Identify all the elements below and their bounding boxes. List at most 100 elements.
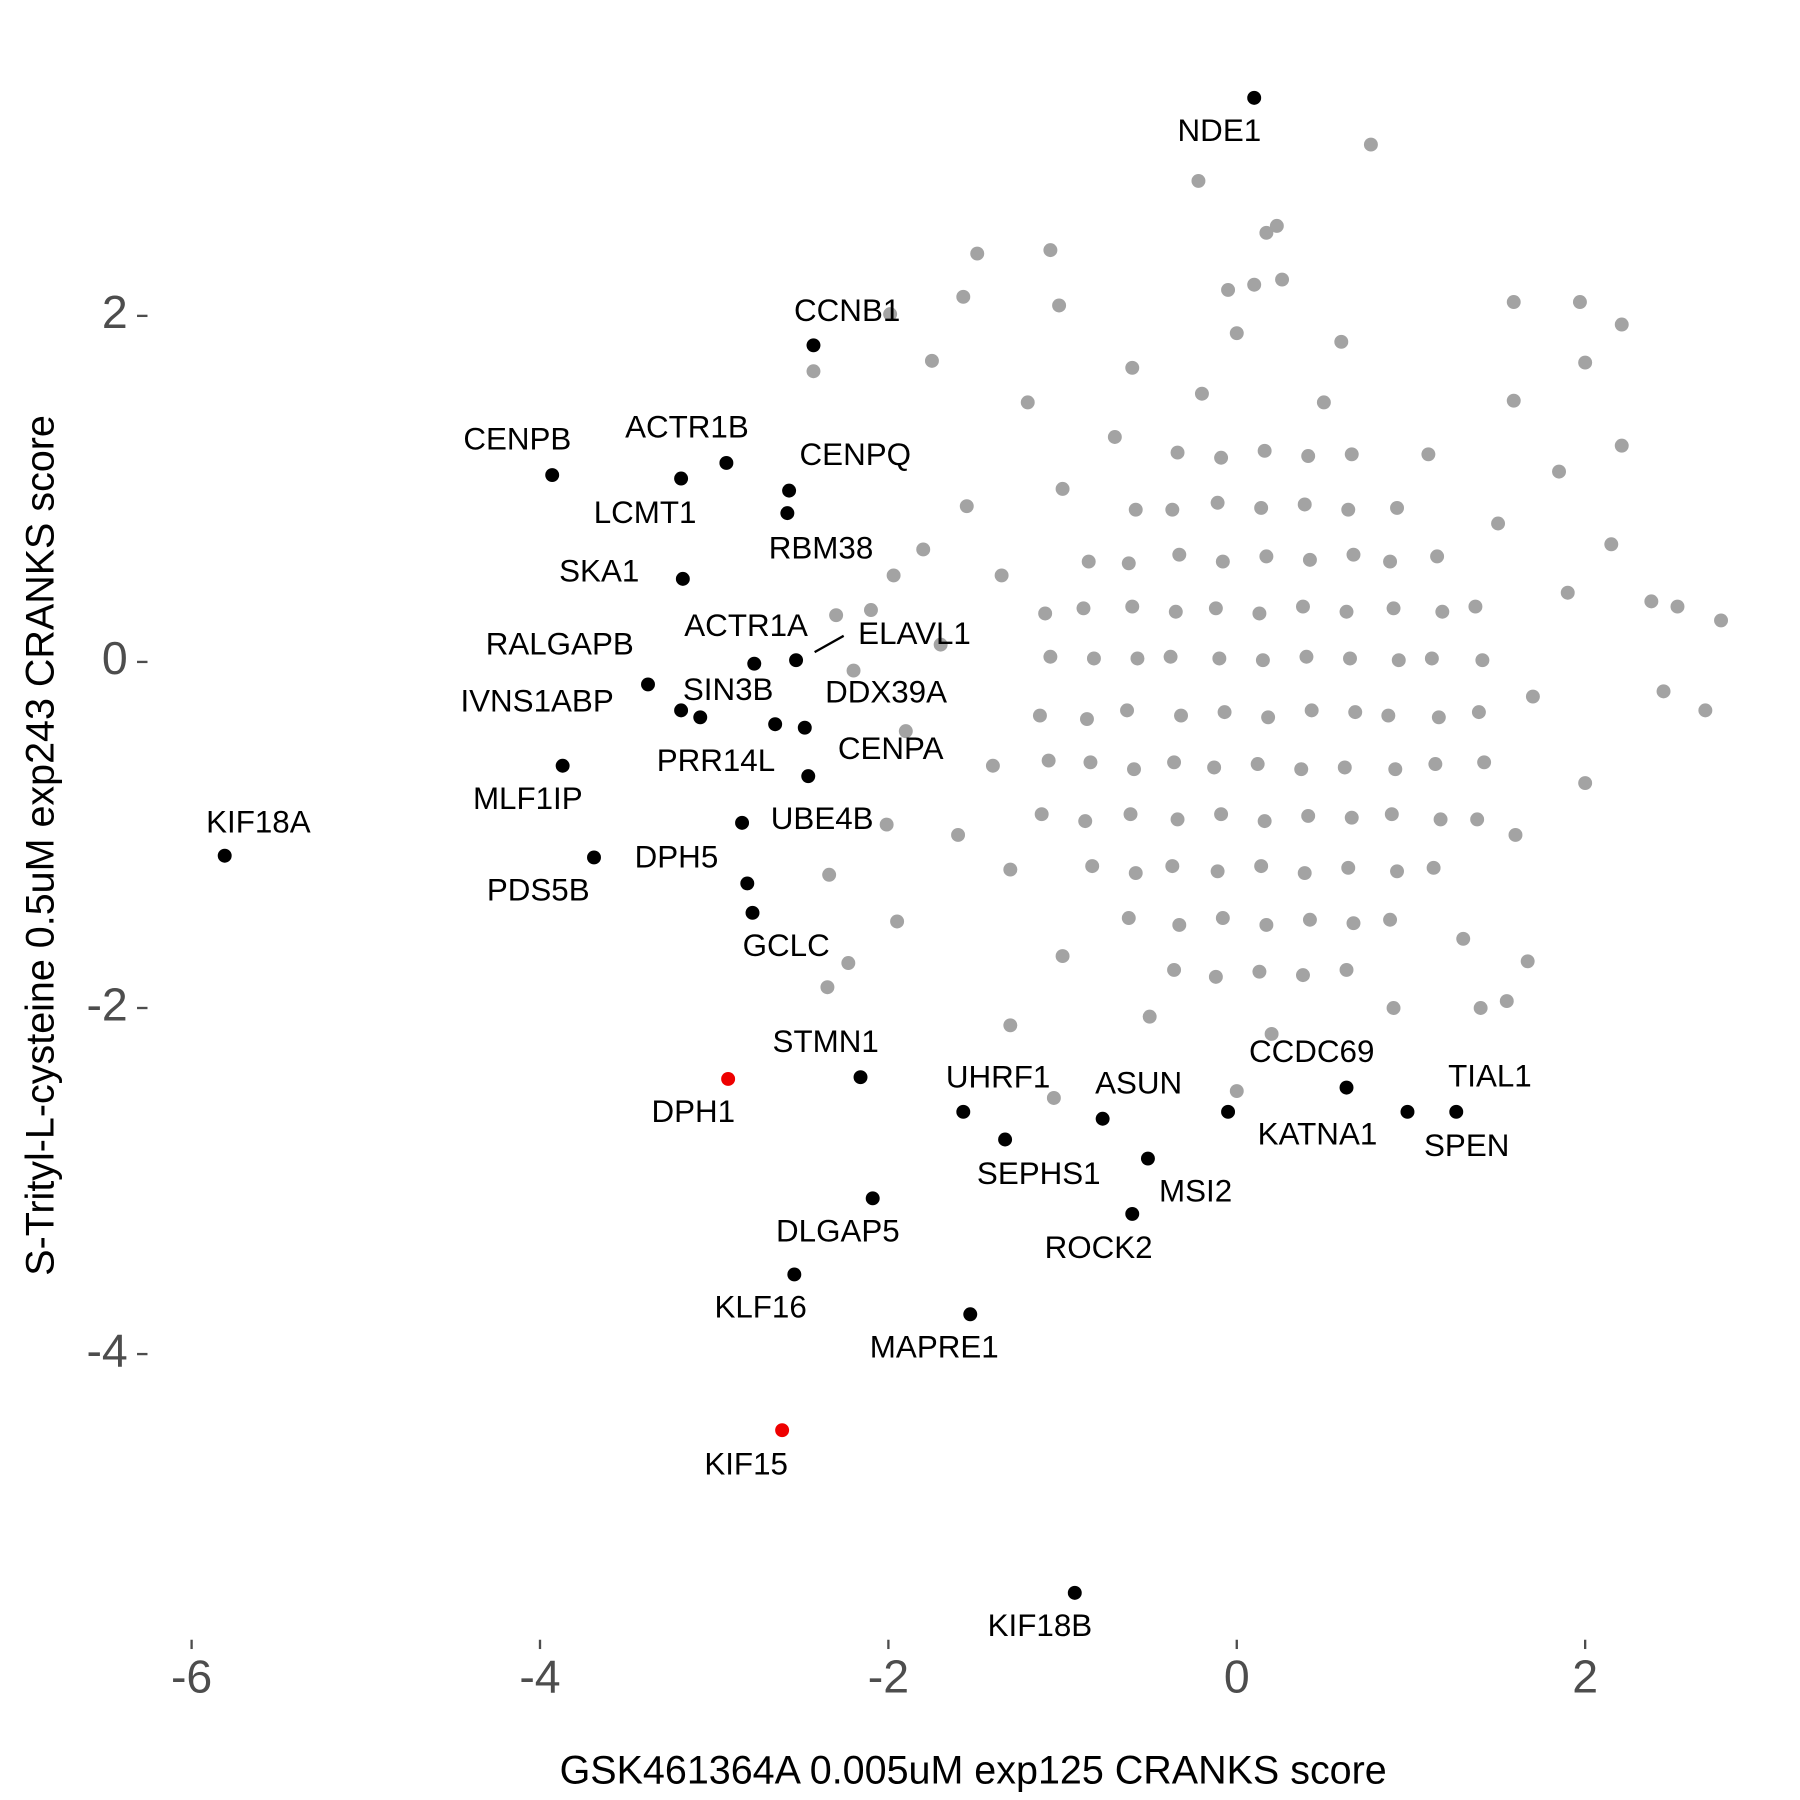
point xyxy=(1038,606,1053,621)
point xyxy=(1214,450,1229,465)
point xyxy=(1383,554,1398,569)
point-label: KIF15 xyxy=(704,1446,788,1481)
labeled-point xyxy=(641,677,655,692)
point-label: PRR14L xyxy=(657,743,775,778)
point-label: ASUN xyxy=(1095,1065,1182,1100)
point-label: SKA1 xyxy=(559,553,639,588)
point xyxy=(1343,651,1357,666)
point-label: UBE4B xyxy=(771,801,874,836)
point xyxy=(1456,931,1471,946)
point xyxy=(1384,807,1399,822)
point-label: KATNA1 xyxy=(1258,1116,1378,1151)
labeled-point xyxy=(217,848,232,863)
point xyxy=(1210,864,1225,879)
point xyxy=(1255,653,1270,668)
point-label: MSI2 xyxy=(1159,1174,1232,1209)
labeled-point xyxy=(675,571,690,586)
point xyxy=(1341,860,1356,875)
labeled-point xyxy=(735,815,750,830)
point xyxy=(1076,601,1091,616)
point xyxy=(1275,272,1290,287)
labeled-point xyxy=(1067,1585,1082,1600)
point-label: KIF18B xyxy=(988,1608,1093,1643)
labeled-point xyxy=(782,483,797,498)
point xyxy=(1424,651,1439,666)
point xyxy=(1165,502,1180,517)
point xyxy=(1491,516,1506,531)
point xyxy=(1316,395,1331,410)
point-label: LCMT1 xyxy=(594,495,697,530)
point xyxy=(1165,859,1180,874)
labeled-point xyxy=(956,1104,971,1119)
labeled-point xyxy=(998,1132,1013,1147)
point-label: CENPB xyxy=(463,422,571,457)
point xyxy=(1386,1001,1401,1015)
point xyxy=(1215,911,1230,925)
point-label: DPH5 xyxy=(635,839,719,874)
labeled-point xyxy=(789,653,804,668)
point xyxy=(1426,860,1441,875)
point xyxy=(1254,500,1269,515)
point xyxy=(1191,173,1206,188)
point-label: DDX39A xyxy=(825,674,947,709)
point xyxy=(1259,917,1274,932)
point xyxy=(1229,1084,1244,1099)
point xyxy=(1252,606,1267,621)
point xyxy=(1121,911,1136,925)
point xyxy=(994,568,1009,583)
point xyxy=(1473,1001,1488,1015)
point xyxy=(1250,757,1265,771)
x-axis-title: GSK461364A 0.005uM exp125 CRANKS score xyxy=(560,1749,1387,1793)
labeled-point xyxy=(674,703,689,718)
point-label: ACTR1B xyxy=(625,410,749,445)
point xyxy=(1339,962,1354,977)
point xyxy=(1475,653,1490,668)
y-tick-label: -4 xyxy=(86,1324,127,1376)
point xyxy=(1125,360,1140,375)
point-label: SEPHS1 xyxy=(977,1156,1101,1191)
point xyxy=(1078,814,1093,829)
point xyxy=(1299,649,1314,664)
point-label: UHRF1 xyxy=(946,1060,1050,1095)
point xyxy=(1383,912,1398,927)
point-label: CCNB1 xyxy=(794,293,900,328)
point xyxy=(1339,604,1354,619)
point xyxy=(1421,447,1436,462)
point xyxy=(1572,295,1587,309)
point xyxy=(1261,710,1276,725)
point xyxy=(1120,703,1134,718)
point xyxy=(1344,810,1359,825)
point xyxy=(1698,703,1713,718)
point xyxy=(820,980,835,995)
point xyxy=(1259,549,1274,564)
labeled-point xyxy=(865,1191,880,1206)
point xyxy=(1506,393,1521,408)
point xyxy=(1107,430,1122,444)
point xyxy=(1214,807,1229,822)
point xyxy=(1172,547,1187,562)
point xyxy=(1644,594,1659,609)
labeled-point xyxy=(555,758,570,773)
point xyxy=(1296,599,1310,614)
labeled-point xyxy=(721,1071,736,1086)
point xyxy=(1302,912,1317,927)
point xyxy=(886,568,901,583)
point xyxy=(985,758,1000,773)
point-label: STMN1 xyxy=(773,1024,879,1059)
point xyxy=(1215,554,1230,569)
point-label: NDE1 xyxy=(1178,113,1262,148)
point xyxy=(1297,866,1312,881)
point xyxy=(898,724,913,739)
point xyxy=(1428,757,1443,771)
point xyxy=(1043,243,1058,258)
x-tick-label: -2 xyxy=(868,1651,909,1703)
point-label: CENPA xyxy=(838,731,944,766)
point xyxy=(829,608,844,623)
point xyxy=(1020,395,1035,410)
labeled-point xyxy=(1095,1111,1110,1126)
labeled-point xyxy=(740,876,755,891)
point xyxy=(1142,1009,1157,1024)
point xyxy=(959,499,974,514)
point xyxy=(1471,705,1486,720)
labeled-point xyxy=(1247,90,1262,105)
